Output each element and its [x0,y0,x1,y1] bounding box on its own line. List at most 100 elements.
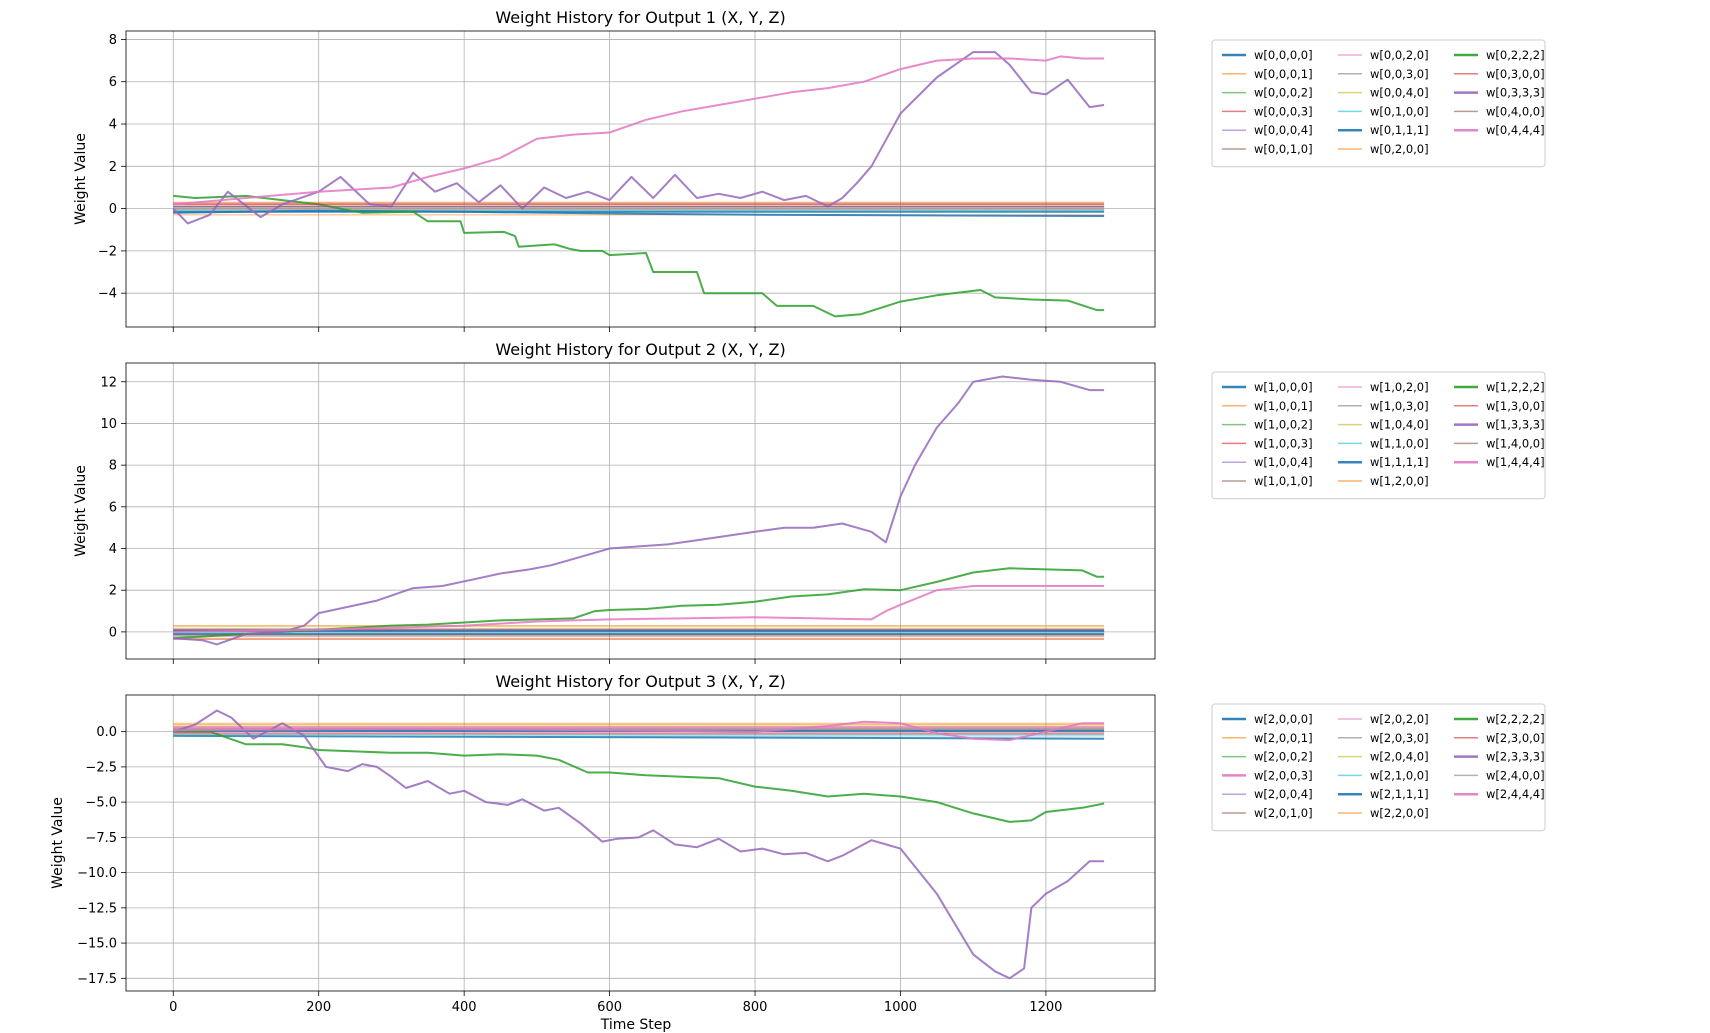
legend-label: w[0,4,0,0] [1486,104,1545,118]
y-tick-label: 6 [109,500,117,515]
legend-label: w[2,4,4,4] [1486,787,1545,801]
series-line-16 [173,720,1105,742]
legend-label: w[2,0,1,0] [1254,806,1313,820]
y-tick-label: −5.0 [85,796,117,811]
legend-label: w[2,3,0,0] [1486,731,1545,745]
legend-label: w[2,0,4,0] [1370,750,1429,764]
subplot-title: Weight History for Output 2 (X, Y, Z) [495,340,785,359]
legend-label: w[2,0,3,0] [1370,731,1429,745]
legend-box [1211,39,1546,168]
legend: w[0,0,0,0] w[0,0,0,1] w[0,0,0,2] w[0,0,0,3]… [1211,39,1546,168]
legend-label: w[1,4,0,0] [1486,436,1545,450]
y-tick-label: 2 [109,160,117,175]
legend-label: w[0,3,0,0] [1486,67,1545,81]
y-tick-label: −15.0 [77,937,117,952]
legend-label: w[1,3,3,3] [1486,418,1545,432]
series-line-14 [172,51,1105,225]
legend-label: w[1,0,0,0] [1254,380,1313,394]
legend: w[1,0,0,0] w[1,0,0,1] w[1,0,0,2] w[1,0,0,3]… [1211,371,1546,500]
series-line-16 [173,585,1105,633]
legend-label: w[0,0,2,0] [1370,48,1429,62]
y-axis-label: Weight Value [73,465,89,557]
y-tick-label: 2 [109,584,117,599]
series-line-14 [172,709,1105,980]
legend-label: w[0,2,0,0] [1370,142,1429,156]
x-tick-label: 800 [743,1000,768,1015]
legend-label: w[2,2,2,2] [1486,712,1545,726]
subplot-2: 12 10 8 6 4 2 0 Weight History for Output 2 (X,… [73,340,1546,664]
legend-label: w[2,0,0,1] [1254,731,1313,745]
y-tick-label: 8 [109,33,117,48]
subplot-title: Weight History for Output 3 (X, Y, Z) [495,672,785,691]
y-axis-label: Weight Value [50,797,66,889]
y-tick-label: −7.5 [85,831,117,846]
legend-label: w[0,0,0,4] [1254,123,1313,137]
x-tick-label: 600 [597,1000,622,1015]
y-tick-label: −10.0 [77,866,117,881]
subplot-1: 8 6 4 2 0 −2 −4 Weight History for Output 1 (X,… [73,8,1546,332]
legend-label: w[1,0,3,0] [1370,399,1429,413]
legend-label: w[2,2,0,0] [1370,806,1429,820]
series-line-16 [173,55,1105,206]
y-tick-label: 10 [100,417,117,432]
legend-label: w[2,3,3,3] [1486,750,1545,764]
y-tick-label: 0 [109,202,117,217]
legend-label: w[1,0,0,4] [1254,455,1313,469]
x-tick-label: 1200 [1029,1000,1062,1015]
legend-label: w[0,4,4,4] [1486,123,1545,137]
x-axis-label: Time Step [600,1017,672,1033]
y-axis-label: Weight Value [73,133,89,225]
legend-label: w[2,0,0,3] [1254,768,1313,782]
axes-frame [125,362,1156,660]
series-line-10 [173,209,1105,217]
legend-label: w[1,1,1,1] [1370,455,1429,469]
y-tick-label: 12 [100,375,117,390]
legend-label: w[0,0,0,3] [1254,104,1313,118]
legend-label: w[0,2,2,2] [1486,48,1545,62]
y-tick-label: 8 [109,459,117,474]
legend-label: w[0,0,0,2] [1254,86,1313,100]
legend-label: w[2,0,0,2] [1254,750,1313,764]
y-tick-label: −2 [98,244,117,259]
legend-box [1211,703,1546,832]
legend-label: w[1,0,4,0] [1370,418,1429,432]
legend-label: w[1,1,0,0] [1370,436,1429,450]
legend-label: w[1,3,0,0] [1486,399,1545,413]
y-tick-label: −17.5 [77,972,117,987]
y-tick-label: 6 [109,75,117,90]
legend-label: w[2,1,0,0] [1370,768,1429,782]
legend-label: w[0,0,4,0] [1370,86,1429,100]
series-line-14 [173,375,1105,646]
legend-label: w[2,0,0,0] [1254,712,1313,726]
legend-label: w[0,0,3,0] [1370,67,1429,81]
y-tick-label: 0 [109,625,117,640]
legend-label: w[1,2,2,2] [1486,380,1545,394]
subplot-3: 0 200 400 600 800 1000 1200 0.0 −2.5 −5.0 −7.5 −10.… [50,672,1546,1015]
legend-label: w[0,0,0,0] [1254,48,1313,62]
legend-label: w[0,0,0,1] [1254,67,1313,81]
legend-label: w[1,0,0,2] [1254,418,1313,432]
y-tick-label: −12.5 [77,901,117,916]
legend-label: w[1,4,4,4] [1486,455,1545,469]
x-tick-label: 200 [306,1000,331,1015]
y-tick-label: 0.0 [96,725,117,740]
legend-label: w[1,0,1,0] [1254,474,1313,488]
legend-label: w[1,0,0,3] [1254,436,1313,450]
legend-label: w[2,4,0,0] [1486,768,1545,782]
legend-label: w[1,0,2,0] [1370,380,1429,394]
axes-frame [125,30,1156,328]
y-tick-label: 4 [109,542,117,557]
x-tick-label: 1000 [884,1000,917,1015]
series-lines [173,375,1105,646]
legend-box [1211,371,1546,500]
axes-frame [125,694,1156,992]
x-tick-label: 0 [169,1000,177,1015]
y-tick-label: 4 [109,118,117,133]
series-line-12 [173,730,1105,823]
legend-label: w[2,0,2,0] [1370,712,1429,726]
legend-label: w[0,3,3,3] [1486,86,1545,100]
series-lines [172,709,1105,980]
legend-label: w[1,0,0,1] [1254,399,1313,413]
